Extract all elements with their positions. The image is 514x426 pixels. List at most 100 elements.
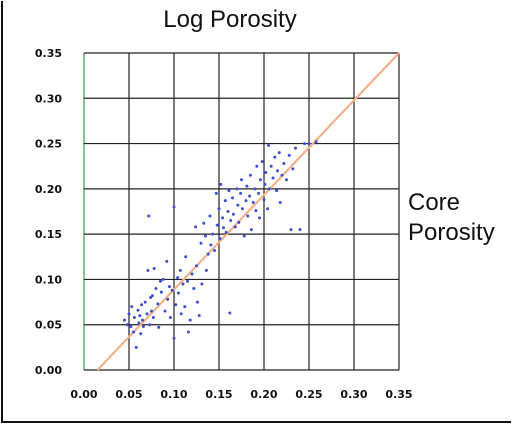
y-tick-label: 0.30 bbox=[35, 92, 62, 105]
data-point bbox=[184, 255, 188, 259]
data-point bbox=[154, 286, 158, 290]
data-point bbox=[242, 234, 246, 238]
data-point bbox=[223, 199, 227, 203]
data-point bbox=[307, 142, 311, 146]
data-point bbox=[269, 164, 273, 168]
data-point bbox=[195, 300, 199, 304]
data-point bbox=[197, 314, 201, 318]
data-point bbox=[172, 336, 176, 340]
reference-line bbox=[96, 52, 400, 371]
data-point bbox=[255, 164, 259, 168]
data-point bbox=[178, 268, 182, 272]
data-point bbox=[139, 332, 143, 336]
data-point bbox=[181, 282, 185, 286]
data-point bbox=[129, 325, 133, 329]
data-point bbox=[168, 315, 172, 319]
data-point bbox=[218, 237, 222, 241]
data-point bbox=[276, 169, 279, 173]
data-point bbox=[186, 279, 189, 283]
data-point bbox=[151, 315, 155, 319]
data-point bbox=[291, 167, 295, 171]
data-point bbox=[222, 226, 225, 230]
data-points bbox=[123, 140, 318, 349]
chart-title: Log Porosity bbox=[163, 6, 297, 33]
data-point bbox=[138, 314, 142, 318]
data-point bbox=[148, 323, 152, 327]
data-point bbox=[248, 194, 252, 198]
data-point bbox=[298, 228, 302, 232]
data-point bbox=[127, 312, 131, 316]
data-point bbox=[150, 294, 154, 298]
data-point bbox=[125, 323, 129, 327]
data-point bbox=[275, 189, 279, 193]
data-point bbox=[140, 303, 144, 307]
data-point bbox=[132, 330, 135, 334]
data-point bbox=[245, 184, 249, 188]
data-point bbox=[240, 207, 244, 211]
data-point bbox=[287, 153, 291, 157]
y-tick-label: 0.10 bbox=[35, 273, 62, 286]
data-point bbox=[257, 191, 261, 195]
data-point bbox=[267, 143, 270, 147]
data-point bbox=[282, 161, 286, 165]
data-point bbox=[141, 318, 144, 322]
data-point bbox=[236, 203, 240, 207]
data-point bbox=[123, 318, 126, 322]
data-point bbox=[147, 214, 151, 218]
data-point bbox=[168, 285, 171, 289]
x-tick-label: 0.10 bbox=[160, 388, 187, 401]
reference-line-group bbox=[96, 52, 400, 371]
data-point bbox=[163, 309, 167, 313]
x-tick-label: 0.35 bbox=[385, 388, 412, 401]
data-point bbox=[150, 309, 153, 313]
data-point bbox=[237, 220, 241, 224]
x-tick-label: 0.05 bbox=[115, 388, 142, 401]
data-point bbox=[246, 214, 250, 218]
data-point bbox=[244, 199, 248, 203]
data-point bbox=[249, 173, 252, 177]
data-point bbox=[204, 234, 207, 238]
data-point bbox=[143, 300, 147, 304]
data-point bbox=[194, 225, 198, 229]
data-point bbox=[258, 216, 261, 220]
data-point bbox=[145, 312, 149, 316]
data-point bbox=[200, 282, 204, 286]
y-tick-label: 0.35 bbox=[35, 47, 62, 60]
data-point bbox=[136, 308, 140, 312]
data-point bbox=[264, 171, 268, 175]
data-point bbox=[157, 325, 161, 329]
data-point bbox=[239, 191, 243, 195]
data-point bbox=[267, 187, 271, 191]
data-point bbox=[188, 318, 192, 322]
x-tick-label: 0.30 bbox=[340, 388, 367, 401]
data-point bbox=[231, 212, 235, 216]
data-point bbox=[137, 321, 141, 325]
data-point bbox=[179, 312, 183, 316]
data-point bbox=[233, 225, 237, 229]
x-tick-labels: 0.00 0.05 0.10 0.15 0.20 0.25 0.30 0.35 bbox=[70, 388, 412, 401]
data-point bbox=[253, 187, 257, 191]
data-point bbox=[251, 200, 255, 204]
data-point bbox=[260, 160, 264, 164]
data-point bbox=[217, 207, 221, 211]
data-point bbox=[266, 207, 270, 211]
data-point bbox=[254, 209, 258, 213]
data-point bbox=[240, 178, 243, 182]
x-tick-label: 0.20 bbox=[250, 388, 277, 401]
data-point bbox=[199, 241, 203, 245]
data-point bbox=[166, 297, 170, 301]
y-tick-label: 0.20 bbox=[35, 183, 62, 196]
data-point bbox=[177, 291, 180, 295]
data-point bbox=[176, 276, 180, 280]
data-point bbox=[206, 252, 210, 256]
x-tick-label: 0.00 bbox=[70, 388, 97, 401]
data-point bbox=[183, 305, 187, 309]
data-point bbox=[294, 146, 297, 150]
data-point bbox=[235, 187, 239, 191]
data-point bbox=[215, 223, 219, 227]
data-point bbox=[195, 264, 198, 268]
data-point bbox=[209, 243, 213, 247]
data-point bbox=[132, 315, 136, 319]
data-point bbox=[271, 176, 275, 180]
data-point bbox=[228, 311, 232, 315]
